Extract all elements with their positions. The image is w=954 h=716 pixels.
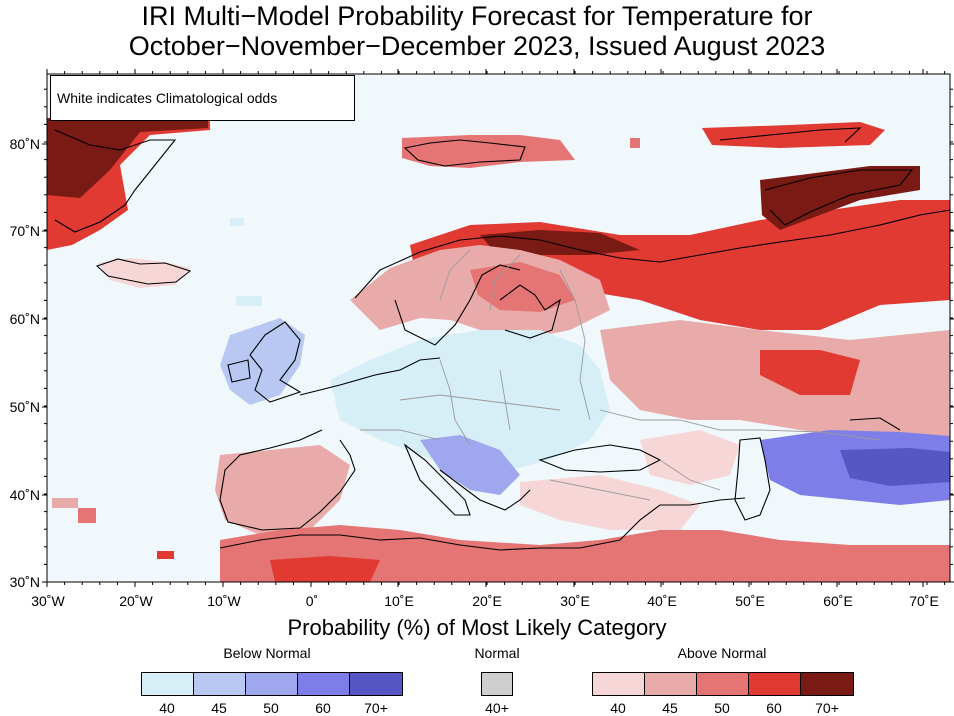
lat-label-70n: 70˚N <box>9 223 40 239</box>
map-title-line1: IRI Multi−Model Probability Forecast for… <box>141 1 813 31</box>
lon-label-60e: 60˚E <box>823 593 853 609</box>
lon-label-50e: 50˚E <box>735 593 765 609</box>
lon-label-40e: 40˚E <box>647 593 677 609</box>
legend-above-tick-40: 40 <box>610 700 626 716</box>
legend-normal-swatch <box>481 672 513 696</box>
forecast-map <box>42 69 954 587</box>
lon-label-30w: 30˚W <box>31 593 65 609</box>
legend-below-swatch-60 <box>297 672 350 696</box>
legend-above-tick-70plus: 70+ <box>815 700 839 716</box>
lon-label-20e: 20˚E <box>472 593 502 609</box>
legend-above-label: Above Normal <box>677 645 767 661</box>
legend-above-tick-60: 60 <box>766 700 782 716</box>
lon-label-10e: 10˚E <box>384 593 414 609</box>
legend-above-swatch-50 <box>696 672 749 696</box>
map-title-line2: October−November−December 2023, Issued A… <box>128 31 826 61</box>
axis-ticks <box>42 69 954 587</box>
legend-below-tick-45: 45 <box>211 700 227 716</box>
legend-above-swatch-60 <box>748 672 801 696</box>
legend-below-label: Below Normal <box>223 645 311 661</box>
lat-label-30n: 30˚N <box>9 574 40 590</box>
forecast-tiles <box>47 118 950 582</box>
legend-below-tick-50: 50 <box>263 700 279 716</box>
lon-label-20w: 20˚W <box>119 593 153 609</box>
legend-below-swatch-70plus <box>349 672 403 696</box>
legend-above-tick-50: 50 <box>714 700 730 716</box>
legend-below-tick-40: 40 <box>159 700 175 716</box>
legend-below-swatch-45 <box>193 672 246 696</box>
lat-label-60n: 60˚N <box>9 311 40 327</box>
legend-below-tick-70plus: 70+ <box>364 700 388 716</box>
legend-normal-label: Normal <box>474 645 520 661</box>
lat-label-40n: 40˚N <box>9 487 40 503</box>
lat-label-50n: 50˚N <box>9 399 40 415</box>
legend-below-swatch-40 <box>141 672 194 696</box>
lon-label-10w: 10˚W <box>207 593 241 609</box>
legend-above-swatch-40 <box>592 672 645 696</box>
legend-above-swatch-45 <box>644 672 697 696</box>
country-borders <box>360 249 881 501</box>
map-frame <box>46 73 951 583</box>
legend-normal-tick-40plus: 40+ <box>485 700 509 716</box>
lon-label-70e: 70˚E <box>909 593 939 609</box>
lon-label-0: 0˚ <box>305 593 319 609</box>
legend-below-swatch-50 <box>245 672 298 696</box>
legend-title: Probability (%) of Most Likely Category <box>287 615 667 640</box>
lat-label-80n: 80˚N <box>9 136 40 152</box>
lon-label-30e: 30˚E <box>560 593 590 609</box>
coastlines <box>54 127 951 551</box>
legend-above-tick-45: 45 <box>662 700 678 716</box>
legend-above-swatch-70plus <box>800 672 854 696</box>
climatology-note: White indicates Climatological odds <box>50 75 355 121</box>
legend-below-tick-60: 60 <box>315 700 331 716</box>
